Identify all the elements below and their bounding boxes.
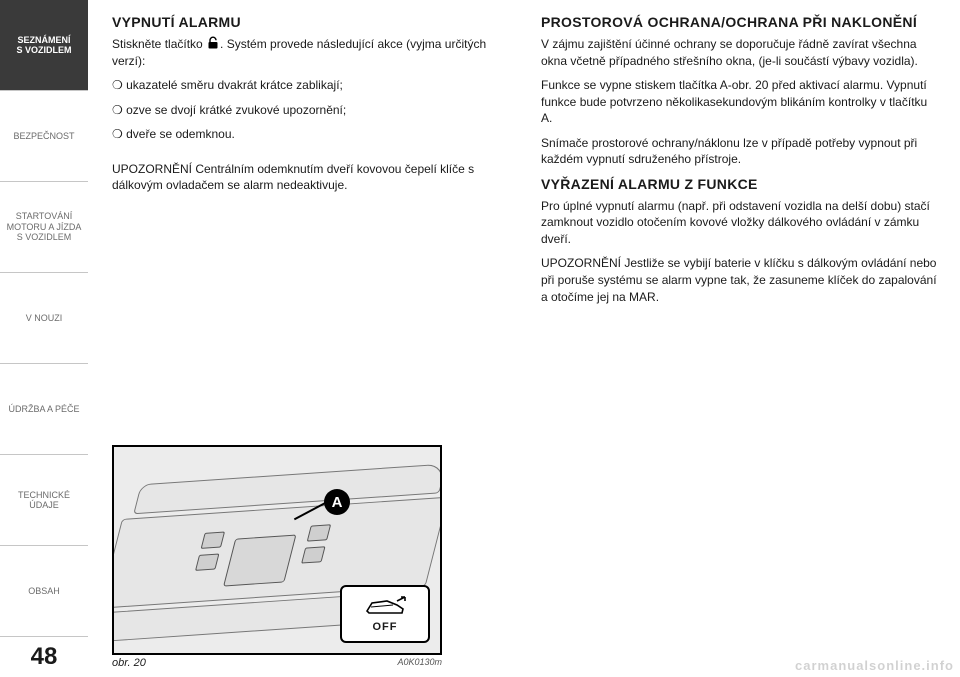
page-content: VYPNUTÍ ALARMU Stiskněte tlačítko . Syst… [88, 0, 960, 677]
para-r1: V zájmu zajištění účinné ochrany se dopo… [541, 36, 940, 69]
list-item: dveře se odemknou. [112, 126, 511, 143]
para-r2: Funkce se vypne stiskem tlačítka A-obr. … [541, 77, 940, 127]
sidebar-item-techdata[interactable]: TECHNICKÉ ÚDAJE [0, 455, 88, 546]
text-press-a: Stiskněte tlačítko [112, 37, 206, 51]
sidebar-item-emergency[interactable]: V NOUZI [0, 273, 88, 364]
para-r5: UPOZORNĚNÍ Jestliže se vybijí baterie v … [541, 255, 940, 305]
para-r3: Snímače prostorové ochrany/náklonu lze v… [541, 135, 940, 168]
sidebar-nav: SEZNÁMENÍ S VOZIDLEM BEZPEČNOST STARTOVÁ… [0, 0, 88, 677]
list-item: ukazatelé směru dvakrát krátce zablikají… [112, 77, 511, 94]
manual-page: SEZNÁMENÍ S VOZIDLEM BEZPEČNOST STARTOVÁ… [0, 0, 960, 677]
figure-detail-off: OFF [340, 585, 430, 643]
heading-disable-alarm: VYŘAZENÍ ALARMU Z FUNKCE [541, 176, 940, 192]
para-notice-central: UPOZORNĚNÍ Centrálním odemknutím dveří k… [112, 161, 511, 194]
para-press-button: Stiskněte tlačítko . Systém provede násl… [112, 36, 511, 69]
para-r4: Pro úplné vypnutí alarmu (např. při odst… [541, 198, 940, 248]
heading-volumetric: PROSTOROVÁ OCHRANA/OCHRANA PŘI NAKLONĚNÍ [541, 14, 940, 30]
unlock-icon [206, 36, 220, 50]
car-off-icon [363, 595, 407, 620]
column-right: PROSTOROVÁ OCHRANA/OCHRANA PŘI NAKLONĚNÍ… [541, 14, 940, 669]
list-item: ozve se dvojí krátké zvukové upozornění; [112, 102, 511, 119]
page-number: 48 [0, 637, 88, 677]
bullet-list: ukazatelé směru dvakrát krátce zablikají… [112, 77, 511, 151]
heading-alarm-off: VYPNUTÍ ALARMU [112, 14, 511, 30]
figure-20: A OFF [112, 445, 442, 669]
figure-illustration: A OFF [112, 445, 442, 655]
callout-label-a: A [324, 489, 350, 515]
column-left: VYPNUTÍ ALARMU Stiskněte tlačítko . Syst… [112, 14, 511, 669]
sidebar-item-index[interactable]: OBSAH [0, 546, 88, 637]
off-label: OFF [363, 621, 407, 633]
figure-code: A0K0130m [397, 657, 442, 669]
sidebar-item-intro[interactable]: SEZNÁMENÍ S VOZIDLEM [0, 0, 88, 91]
watermark: carmanualsonline.info [795, 658, 954, 673]
figure-caption: obr. 20 [112, 657, 146, 669]
sidebar-item-maintenance[interactable]: ÚDRŽBA A PÉČE [0, 364, 88, 455]
sidebar-item-start-drive[interactable]: STARTOVÁNÍ MOTORU A JÍZDA S VOZIDLEM [0, 182, 88, 273]
sidebar-item-safety[interactable]: BEZPEČNOST [0, 91, 88, 182]
